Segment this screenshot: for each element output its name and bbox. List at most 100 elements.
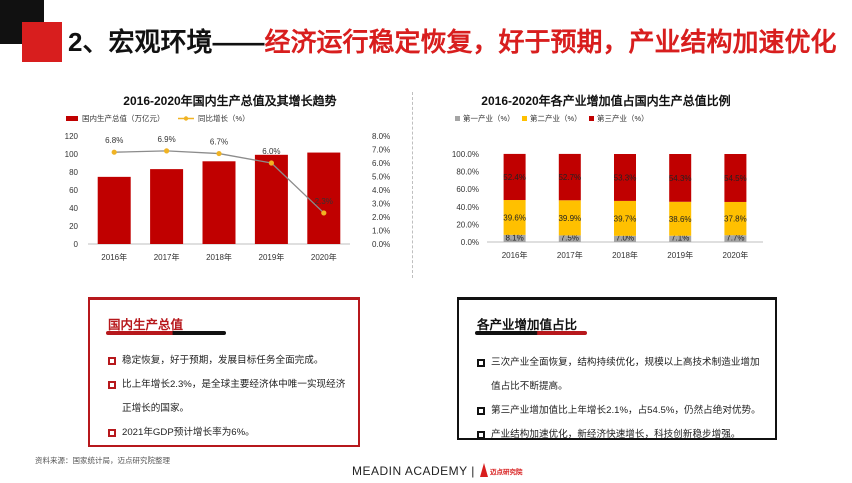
y-left-tick-label: 60 (69, 186, 78, 195)
logo-text: 迈点研究院 (490, 469, 523, 476)
growth-data-label: 6.8% (105, 136, 123, 145)
growth-data-label: 6.0% (262, 147, 280, 156)
segment-data-label: 7.5% (561, 234, 579, 243)
legend-label-growth: 同比增长（%） (198, 113, 250, 123)
segment-data-label: 54.3% (669, 174, 692, 183)
industry-bullet-continuation: 值占比不断提高。 (477, 375, 769, 399)
meadin-logo: 迈点研究院 (480, 463, 523, 479)
y-left-tick-label: 40 (69, 204, 78, 213)
y-left-tick-label: 120 (65, 132, 79, 141)
gdp-bar (150, 169, 184, 244)
stacked-segment-2 (614, 200, 636, 236)
square-bullet-icon (477, 359, 485, 367)
stacked-segment-2 (558, 200, 581, 236)
y-right-tick-label: 2.0% (372, 213, 390, 222)
stacked-segment-1 (558, 235, 581, 242)
x-tick-label: 2017年 (154, 252, 180, 262)
gdp-bar (97, 176, 131, 244)
industry-summary-card: 各产业增加值占比 三次产业全面恢复，结构持续优化，规模以上高技术制造业增加 值占… (457, 297, 777, 440)
industry-chart-title: 2016-2020年各产业增加值占国内生产总值比例 (481, 94, 731, 108)
legend-swatch-2 (522, 116, 527, 121)
x-tick-label: 2018年 (206, 252, 232, 262)
y-left-tick-label: 0 (74, 240, 79, 249)
gdp-bar (307, 152, 341, 244)
gdp-summary-card: 国内生产总值 稳定恢复，好于预期，发展目标任务全面完成。 比上年增长2.3%，是… (88, 297, 360, 447)
stacked-segment-2 (503, 200, 526, 235)
industry-bullet-item: 产业结构加速优化，新经济快速增长，科技创新稳步增强。 (477, 423, 769, 447)
stacked-segment-3 (724, 154, 747, 202)
stacked-segment-2 (669, 201, 692, 236)
square-bullet-icon (477, 431, 485, 439)
corner-decoration-red (22, 22, 62, 62)
growth-data-label: 2.3% (315, 197, 333, 206)
x-tick-label: 2016年 (101, 252, 127, 262)
bullet-text: 比上年增长2.3%，是全球主要经济体中唯一实现经济 (122, 379, 346, 390)
gdp-card-underline (106, 331, 226, 335)
stacked-segment-3 (503, 153, 526, 201)
y-right-tick-label: 4.0% (372, 186, 390, 195)
data-source-note: 资料来源：国家统计局，迈点研究院整理 (35, 456, 170, 465)
segment-data-label: 39.6% (503, 213, 526, 222)
x-tick-label: 2016年 (502, 250, 528, 260)
growth-point (111, 149, 117, 155)
segment-data-label: 39.7% (614, 214, 637, 223)
y-left-tick-label: 100 (65, 150, 79, 159)
gdp-chart-title: 2016-2020年国内生产总值及其增长趋势 (123, 94, 337, 108)
gdp-bullet-item: 2021年GDP预计增长率为6%。 (108, 421, 358, 445)
segment-data-label: 54.5% (724, 174, 747, 183)
square-bullet-icon (108, 381, 116, 389)
industry-bullet-item: 第三产业增加值比上年增长2.1%，占54.5%，仍然占绝对优势。 (477, 399, 769, 423)
square-bullet-icon (108, 429, 116, 437)
y-right-tick-label: 7.0% (372, 146, 390, 155)
stacked-segment-1 (614, 235, 636, 242)
gdp-card-heading: 国内生产总值 (108, 318, 184, 332)
y-tick-label: 20.0% (456, 220, 479, 229)
x-tick-label: 2019年 (259, 252, 285, 262)
segment-data-label: 7.1% (671, 234, 689, 243)
bullet-text: 第三产业增加值比上年增长2.1%，占54.5%，仍然占绝对优势。 (491, 405, 761, 416)
gdp-bar (202, 161, 236, 244)
x-tick-label: 2017年 (557, 250, 583, 260)
stacked-segment-1 (503, 234, 526, 242)
segment-data-label: 38.6% (669, 215, 692, 224)
growth-point (268, 160, 274, 166)
logo-mark-icon (480, 463, 488, 477)
segment-data-label: 52.7% (558, 173, 581, 182)
industry-card-heading: 各产业增加值占比 (477, 318, 578, 332)
bullet-text: 稳定恢复，好于预期，发展目标任务全面完成。 (122, 355, 324, 366)
legend-label-gdp: 国内生产总值（万亿元） (82, 113, 165, 123)
y-tick-label: 0.0% (461, 238, 479, 247)
industry-share-chart: 第一产业（%） 第二产业（%） 第三产业（%） 0.0% 20.0% 40.0% 60.0%… (452, 113, 763, 260)
x-tick-label: 2018年 (612, 250, 638, 260)
stacked-segment-2 (724, 201, 747, 236)
legend-swatch-gdp (66, 116, 78, 121)
legend-label-2: 第二产业（%） (530, 113, 582, 123)
stacked-segment-3 (669, 154, 692, 202)
y-tick-label: 40.0% (456, 203, 479, 212)
growth-data-label: 6.7% (210, 138, 228, 147)
y-tick-label: 60.0% (456, 185, 479, 194)
segment-data-label: 52.4% (503, 173, 526, 182)
industry-bullet-list: 三次产业全面恢复，结构持续优化，规模以上高技术制造业增加 值占比不断提高。 第三… (477, 351, 769, 447)
bullet-text: 值占比不断提高。 (491, 381, 568, 392)
y-right-tick-label: 0.0% (372, 240, 390, 249)
section-divider (412, 92, 413, 278)
segment-data-label: 37.8% (724, 215, 747, 224)
legend-swatch-1 (455, 116, 460, 121)
growth-point (216, 150, 222, 157)
y-right-tick-label: 1.0% (372, 227, 390, 236)
segment-data-label: 7.0% (616, 234, 634, 243)
growth-point (164, 148, 170, 154)
y-tick-label: 80.0% (456, 168, 479, 177)
y-right-tick-label: 8.0% (372, 132, 390, 141)
bullet-text: 2021年GDP预计增长率为6%。 (122, 427, 255, 438)
gdp-bullet-item: 稳定恢复，好于预期，发展目标任务全面完成。 (108, 349, 358, 373)
square-bullet-icon (108, 357, 116, 365)
y-left-tick-label: 20 (69, 222, 78, 231)
growth-data-label: 6.9% (157, 135, 175, 144)
square-bullet-icon (477, 407, 485, 415)
gdp-chart: 国内生产总值（万亿元） 同比增长（%） 0 20 40 60 80 100 120 0.0% 1.0… (65, 113, 391, 262)
footer-brand: MEADIN ACADEMY | (352, 464, 475, 478)
gdp-bullet-item: 比上年增长2.3%，是全球主要经济体中唯一实现经济 (108, 373, 358, 397)
stacked-segment-1 (669, 235, 692, 242)
